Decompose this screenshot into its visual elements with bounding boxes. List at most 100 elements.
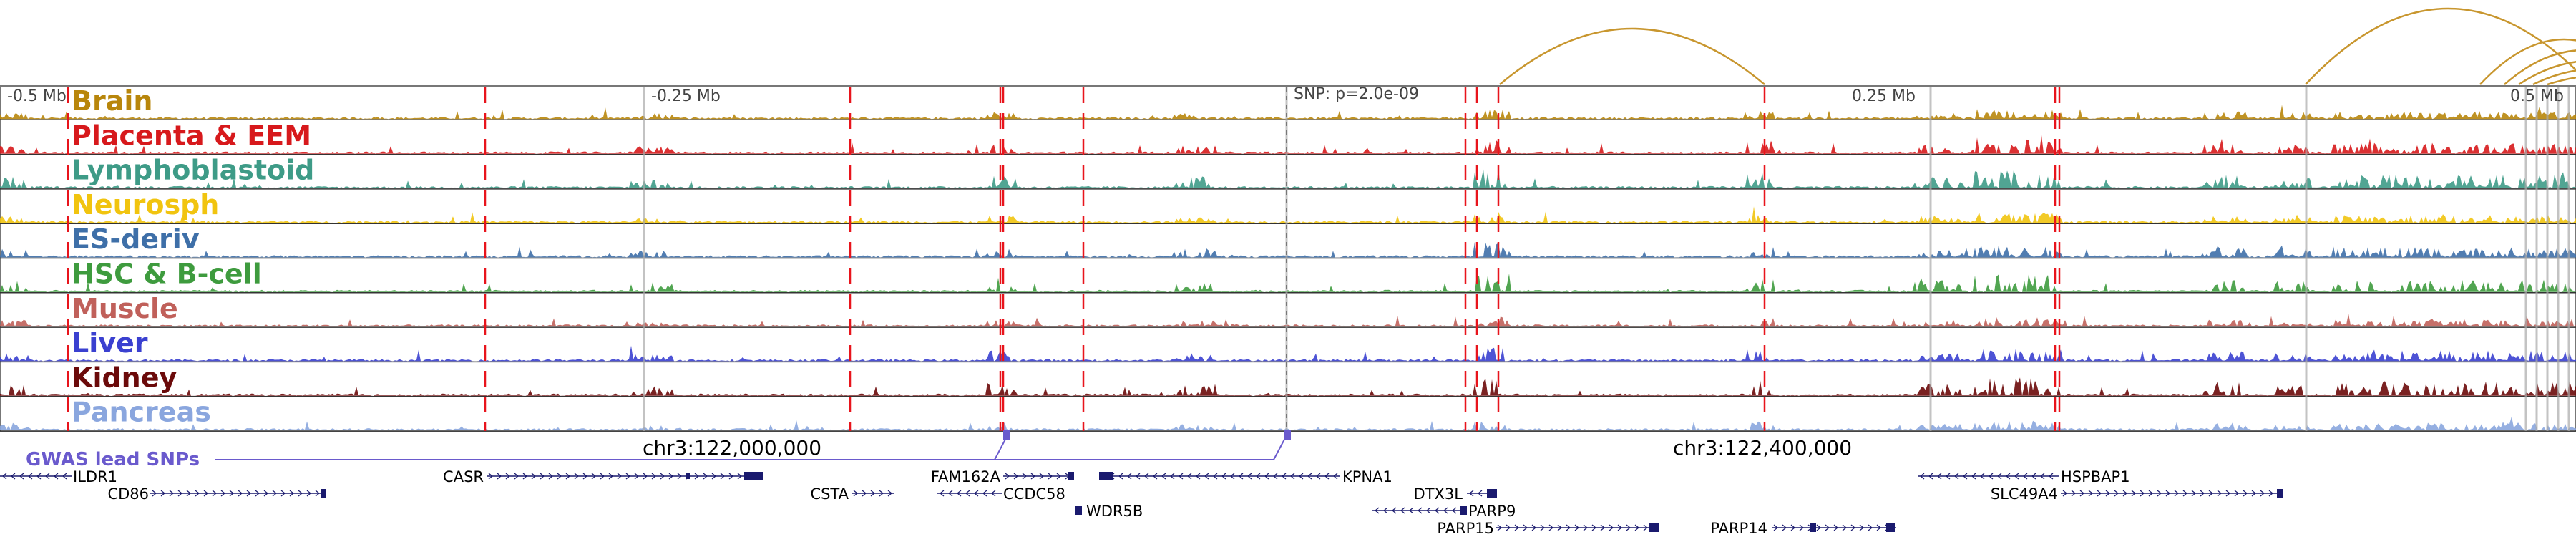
gene-exon [321,489,326,498]
gene-exon [1886,523,1895,532]
gwas-snp-2[interactable] [1284,430,1291,440]
gene-exon [2277,489,2283,498]
track-signal [0,241,2576,258]
strand-arrows [1497,524,1657,531]
strand-arrows [940,490,996,497]
gene-ccdc58[interactable]: CCDC58 [937,485,1065,503]
gene-exon [1068,472,1074,480]
track-lymphoblastoid [0,168,2576,190]
track-signal [0,377,2576,396]
strand-arrows [2062,490,2273,497]
track-label-pancreas: Pancreas [72,397,211,428]
track-label-muscle: Muscle [72,293,178,324]
offset-left: -0.5 Mb [7,87,67,105]
gene-csta[interactable]: CSTA [810,485,894,503]
gene-exon [686,473,690,479]
gene-wdr5b[interactable]: WDR5B [1075,503,1143,520]
gene-ildr1[interactable]: ILDR1 [0,468,117,485]
gene-exon [1487,489,1497,498]
track-kidney [0,377,2576,397]
track-frame [0,85,2576,432]
track-signal [0,105,2576,120]
gene-label: HSPBAP1 [2061,468,2130,485]
track-label-liver: Liver [72,327,148,359]
interaction-arc[interactable] [1499,27,1765,85]
gene-cd86[interactable]: CD86 [107,485,326,503]
marker-lines [67,87,2570,431]
track-signal [0,314,2576,327]
gene-label: FAM162A [931,468,1001,485]
snp-label: SNP: p=2.0e-09 [1294,85,1419,103]
track-hsc [0,274,2576,294]
gene-label: CD86 [107,485,149,503]
track-label-es-deriv: ES-deriv [72,223,200,255]
gwas-snp-1[interactable] [1003,430,1010,440]
signal-tracks [0,105,2576,432]
ruler-header: -0.5 Mb -0.25 Mb SNP: p=2.0e-09 0.25 Mb … [7,85,2564,105]
gene-slc49a4[interactable]: SLC49A4 [1991,485,2283,503]
gene-parp15[interactable]: PARP15 [1437,520,1659,537]
strand-arrows [1375,507,1465,514]
gwas-connector-1 [215,435,1008,460]
gwas-track: GWAS lead SNPs [26,430,1291,470]
gene-label: SLC49A4 [1991,485,2058,503]
track-signal [0,416,2576,430]
coord-right: chr3:122,400,000 [1673,436,1852,460]
gene-label: ILDR1 [73,468,117,485]
track-signal [0,206,2576,223]
gene-label: DTX3L [1414,485,1463,503]
interaction-arcs [1499,7,2576,86]
gene-parp14[interactable]: PARP14 [1710,520,1896,537]
gene-kpna1[interactable]: KPNA1 [1099,468,1392,485]
offset-mid-right: 0.25 Mb [1852,87,1916,105]
track-signal [0,274,2576,292]
interaction-arc[interactable] [2518,61,2576,86]
gene-exon [744,472,763,480]
gene-label: CCDC58 [1003,485,1065,503]
strand-arrows [488,473,759,480]
strand-arrows [1920,473,2054,480]
interaction-arc[interactable] [2532,69,2576,86]
gwas-connector-2 [215,435,1287,460]
strand-arrows [152,490,320,497]
track-es-deriv [0,241,2576,259]
interaction-arc[interactable] [2504,49,2576,85]
gene-parp9[interactable]: PARP9 [1372,503,1516,520]
track-brain [0,105,2576,121]
offset-right: 0.5 Mb [2510,87,2564,105]
gene-dtx3l[interactable]: DTX3L [1414,485,1497,503]
track-liver [0,345,2576,363]
gene-exon [1075,506,1082,515]
gene-exon [1460,506,1467,515]
gene-exon [1810,523,1816,532]
interaction-arc[interactable] [2479,38,2576,85]
track-label-lymphoblastoid: Lymphoblastoid [72,155,314,186]
strand-arrows [853,490,892,497]
track-label-placenta: Placenta & EEM [72,120,311,151]
gene-exon [1649,523,1659,532]
track-pancreas [0,416,2576,432]
track-label-kidney: Kidney [72,362,177,393]
track-placenta [0,135,2576,155]
interaction-arc[interactable] [2305,7,2576,85]
gene-label: CASR [443,468,484,485]
gene-label: PARP9 [1468,503,1516,520]
gene-label: PARP15 [1437,520,1494,537]
interaction-arc[interactable] [2547,75,2576,86]
gene-label: PARP14 [1710,520,1767,537]
strand-arrows [1005,473,1070,480]
gene-casr[interactable]: CASR [443,468,763,485]
gene-fam162a[interactable]: FAM162A [931,468,1074,485]
gene-hspbap1[interactable]: HSPBAP1 [1918,468,2130,485]
coord-left: chr3:122,000,000 [643,436,821,460]
track-signal [0,168,2576,188]
track-signal [0,135,2576,154]
gwas-label: GWAS lead SNPs [26,449,200,470]
track-neurosph [0,206,2576,224]
track-label-brain: Brain [72,85,152,117]
gene-exon [1099,472,1113,480]
track-signal [0,345,2576,362]
gene-label: WDR5B [1086,503,1143,520]
gene-label: CSTA [810,485,849,503]
